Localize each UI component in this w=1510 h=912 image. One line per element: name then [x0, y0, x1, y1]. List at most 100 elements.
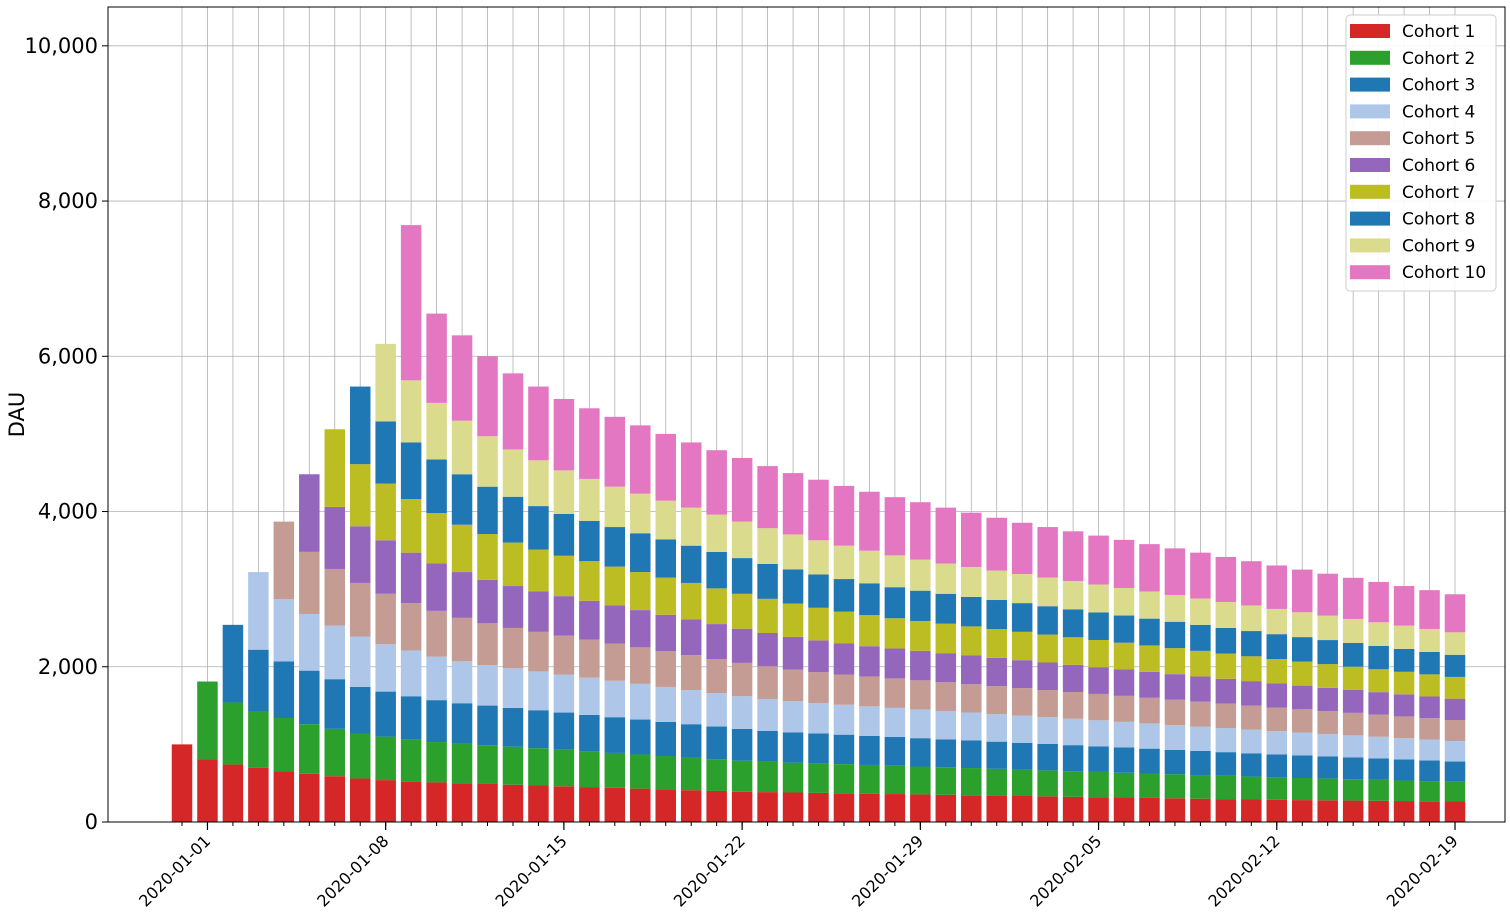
bar-cohort-4: [961, 712, 982, 741]
bar-cohort-3: [1139, 748, 1160, 774]
bar-cohort-3: [782, 732, 804, 763]
bar-cohort-9: [451, 420, 473, 475]
bar-cohort-8: [528, 506, 549, 550]
bar-cohort-1: [222, 764, 244, 822]
bar-cohort-10: [1113, 539, 1135, 588]
bar-cohort-1: [986, 795, 1007, 822]
bar-cohort-1: [935, 794, 957, 822]
bar-cohort-10: [808, 479, 829, 541]
bar-cohort-3: [426, 700, 447, 743]
bar-cohort-6: [604, 605, 626, 644]
bar-cohort-9: [833, 545, 855, 580]
bar-cohort-7: [1444, 676, 1466, 699]
bar-cohort-2: [961, 768, 982, 796]
bar-cohort-6: [1393, 694, 1415, 717]
bar-cohort-1: [1037, 796, 1058, 822]
bar-cohort-2: [859, 764, 880, 794]
legend-label-cohort-6: Cohort 6: [1402, 156, 1475, 176]
bar-cohort-9: [579, 478, 600, 521]
bar-cohort-6: [528, 591, 549, 632]
bar-cohort-8: [1190, 624, 1211, 651]
bar-cohort-2: [935, 767, 957, 795]
bar-cohort-3: [400, 696, 422, 740]
bar-cohort-5: [1444, 720, 1466, 741]
bar-cohort-7: [655, 577, 676, 615]
bar-cohort-3: [222, 624, 244, 703]
bar-cohort-7: [782, 603, 804, 637]
bar-cohort-3: [1317, 756, 1338, 779]
bar-cohort-5: [1011, 688, 1033, 716]
bar-cohort-4: [1266, 731, 1288, 755]
y-axis-ticks: 0 2,000 4,000 6,000 8,000 10,000: [25, 34, 108, 834]
bar-cohort-3: [553, 712, 575, 750]
bar-cohort-5: [706, 659, 727, 694]
bar-cohort-6: [1062, 664, 1084, 692]
bar-cohort-2: [833, 764, 855, 794]
bar-cohort-5: [528, 631, 549, 672]
bar-cohort-4: [299, 613, 320, 671]
bar-cohort-8: [808, 574, 829, 608]
legend-swatch-cohort-6: [1350, 158, 1390, 172]
bar-cohort-6: [1266, 683, 1288, 708]
bar-cohort-4: [451, 661, 473, 704]
bar-cohort-8: [426, 459, 447, 514]
bar-cohort-7: [1088, 639, 1109, 668]
bar-cohort-9: [808, 540, 829, 575]
bar-cohort-1: [579, 787, 600, 822]
bar-cohort-2: [375, 736, 396, 781]
legend-label-cohort-1: Cohort 1: [1402, 22, 1475, 42]
bar-cohort-5: [1088, 693, 1109, 721]
bar-cohort-8: [1368, 645, 1389, 670]
bar-cohort-5: [655, 651, 676, 687]
bar-cohort-4: [1113, 721, 1135, 748]
bar-cohort-10: [1215, 556, 1237, 602]
bar-cohort-6: [1444, 698, 1466, 721]
bar-cohort-1: [961, 795, 982, 822]
bars: [171, 225, 1466, 822]
bar-cohort-9: [400, 380, 422, 443]
bar-cohort-4: [655, 686, 676, 722]
bar-cohort-1: [1317, 800, 1338, 822]
bar-cohort-5: [1062, 691, 1084, 719]
bar-cohort-6: [884, 648, 906, 679]
bar-cohort-1: [782, 792, 804, 822]
bar-cohort-7: [451, 524, 473, 573]
bar-cohort-8: [859, 583, 880, 616]
bar-cohort-6: [986, 657, 1007, 687]
legend-swatch-cohort-10: [1350, 265, 1390, 280]
bar-cohort-5: [757, 666, 778, 699]
bar-cohort-3: [451, 703, 473, 744]
bar-cohort-7: [706, 588, 727, 625]
bar-cohort-7: [349, 464, 371, 527]
bar-cohort-1: [197, 759, 218, 822]
bar-cohort-4: [1088, 720, 1109, 747]
bar-cohort-2: [1215, 775, 1237, 800]
bar-cohort-2: [655, 756, 676, 790]
bar-cohort-4: [273, 599, 295, 662]
bar-cohort-1: [859, 793, 880, 822]
bar-cohort-1: [248, 767, 269, 822]
bar-cohort-9: [604, 486, 626, 528]
bar-cohort-8: [1241, 631, 1262, 657]
bar-cohort-8: [833, 579, 855, 612]
bar-cohort-4: [553, 674, 575, 713]
bar-cohort-8: [451, 474, 473, 525]
bar-cohort-5: [1113, 695, 1135, 722]
bar-cohort-1: [1444, 801, 1466, 822]
bar-cohort-1: [1088, 797, 1109, 822]
bar-cohort-9: [1444, 632, 1466, 655]
bar-cohort-9: [1139, 591, 1160, 619]
bar-cohort-8: [782, 569, 804, 604]
bar-cohort-5: [782, 669, 804, 702]
legend-swatch-cohort-4: [1350, 104, 1390, 119]
bar-cohort-2: [1088, 771, 1109, 798]
bar-cohort-7: [1266, 659, 1288, 684]
bar-cohort-7: [859, 615, 880, 647]
bar-cohort-8: [1088, 612, 1109, 640]
bar-cohort-10: [655, 433, 676, 501]
bar-cohort-6: [731, 628, 753, 663]
y-tick-label: 2,000: [38, 655, 98, 679]
bar-cohort-5: [884, 678, 906, 708]
bar-cohort-1: [1113, 797, 1135, 822]
